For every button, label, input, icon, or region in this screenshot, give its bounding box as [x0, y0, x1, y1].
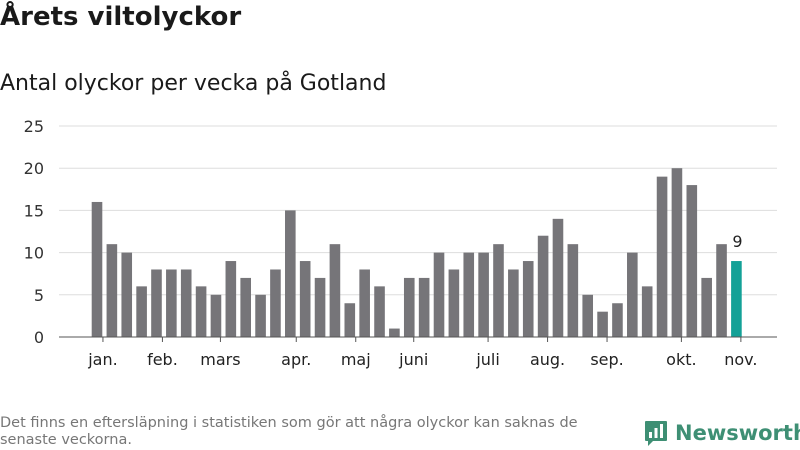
bar	[582, 294, 594, 337]
newsworthy-logo-icon	[645, 421, 667, 446]
x-tick-label: nov.	[724, 350, 757, 369]
bar	[374, 286, 385, 337]
bar	[151, 269, 162, 337]
bar	[270, 269, 281, 337]
x-tick-label: okt.	[666, 350, 696, 369]
bar	[359, 269, 370, 337]
bar	[508, 269, 519, 337]
y-tick-label: 25	[24, 117, 44, 136]
brand-logo: Newsworthy	[644, 419, 800, 447]
bar	[240, 277, 251, 337]
data-label: 9	[732, 232, 742, 251]
bar-highlight	[731, 261, 742, 337]
chart-subtitle: Antal olyckor per vecka på Gotland	[0, 71, 387, 96]
bar	[433, 252, 445, 337]
bar	[344, 303, 356, 337]
bar	[255, 294, 266, 337]
y-tick-label: 5	[34, 286, 44, 305]
bar	[493, 244, 504, 337]
y-tick-label: 20	[24, 159, 44, 178]
bar	[180, 269, 192, 337]
bar	[716, 244, 727, 337]
bar	[121, 252, 133, 337]
x-tick-label: juni	[398, 350, 428, 369]
x-tick-label: juli	[475, 350, 499, 369]
x-tick-label: maj	[341, 350, 371, 369]
y-tick-label: 15	[24, 201, 44, 220]
bar	[597, 311, 608, 337]
bar	[91, 201, 103, 337]
bar	[403, 277, 415, 337]
bar	[418, 277, 430, 337]
bar	[195, 286, 207, 337]
footnote: Det finns en eftersläpning i statistiken…	[0, 415, 578, 448]
bar	[686, 185, 698, 337]
brand-name: Newsworthy	[675, 421, 800, 445]
bar	[448, 269, 460, 337]
x-tick-label: feb.	[147, 350, 178, 369]
bar	[612, 303, 623, 337]
bar	[552, 218, 564, 337]
bar-chart: 0 5 10 15 20 25 9 jan. feb. mars apr. maj juni juli au…	[24, 117, 777, 369]
bar	[627, 252, 638, 337]
bar	[522, 261, 534, 337]
y-tick-label: 10	[24, 244, 44, 263]
bar	[537, 235, 549, 337]
bar	[166, 269, 177, 337]
bar	[671, 168, 683, 337]
bar	[641, 286, 653, 337]
y-tick-label: 0	[34, 328, 44, 347]
bar	[225, 261, 237, 337]
bar	[299, 261, 311, 337]
bar	[656, 176, 668, 337]
bar	[210, 294, 222, 337]
bar	[106, 244, 118, 337]
bar	[329, 244, 341, 337]
bar	[389, 328, 400, 337]
x-tick-label: sep.	[590, 350, 623, 369]
x-tick-label: jan.	[87, 350, 117, 369]
x-tick-label: aug.	[530, 350, 565, 369]
bar	[478, 252, 489, 337]
chart-title: Årets viltolyckor	[0, 2, 242, 32]
bar	[701, 277, 712, 337]
bar	[463, 252, 475, 337]
x-tick-label: apr.	[281, 350, 311, 369]
bar	[567, 244, 579, 337]
bar	[136, 286, 147, 337]
x-tick-label: mars	[200, 350, 240, 369]
bar	[285, 210, 296, 337]
bar	[314, 277, 326, 337]
